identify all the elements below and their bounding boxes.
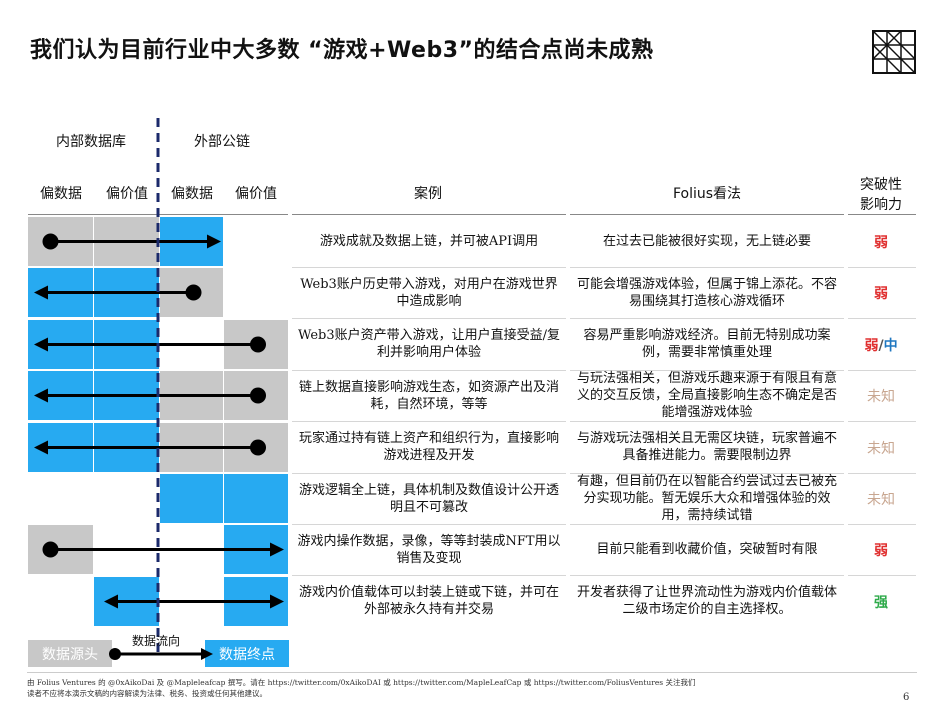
- data-flow-arrow-icon: [42, 541, 284, 558]
- impact-rating-part: 未知: [867, 389, 895, 406]
- row-divider: [292, 267, 566, 268]
- case-text: 玩家通过持有链上资产和组织行为，直接影响游戏进程及开发: [298, 431, 559, 464]
- impact-rating: 未知: [846, 489, 916, 509]
- col-case: 案例: [414, 186, 442, 202]
- case-text: 游戏成就及数据上链，并可被API调用: [319, 234, 539, 249]
- impact-rating-part: 弱: [874, 543, 888, 560]
- header-divider-impact: [848, 214, 916, 215]
- row-divider: [570, 575, 844, 577]
- row-divider: [570, 421, 844, 423]
- row-divider: [848, 267, 916, 268]
- flow-cell-blue: [224, 474, 288, 523]
- col-internal-value: 偏价值: [106, 186, 148, 202]
- col-impact: 突破性 影响力: [846, 175, 916, 215]
- impact-rating-part: 弱: [874, 286, 888, 303]
- row-divider: [292, 369, 566, 371]
- row-divider: [570, 472, 844, 474]
- impact-rating: 弱: [846, 283, 916, 303]
- row-divider: [570, 318, 844, 320]
- row-divider: [848, 472, 916, 474]
- legend-source: 数据源头: [28, 640, 112, 667]
- impact-rating-part: 弱: [874, 235, 888, 251]
- row-divider: [848, 421, 916, 423]
- row-divider: [292, 472, 566, 474]
- impact-rating: 弱/中: [846, 335, 916, 355]
- row-divider: [570, 267, 844, 268]
- legend-flow-label: 数据流向: [132, 634, 181, 648]
- view-text: 有趣，但目前仍在以智能合约尝试过去已被充分实现功能。暂无娱乐大众和增强体验的效用…: [576, 474, 837, 523]
- view-text: 容易严重影响游戏经济。目前无特别成功案例，需要非常慎重处理: [583, 328, 831, 361]
- flow-cell-blue: [160, 474, 223, 523]
- impact-rating-part: 未知: [867, 440, 895, 457]
- data-flow-arrow-icon: [42, 233, 221, 250]
- boundary-dashed-line: [156, 118, 160, 653]
- col-impact-line2: 影响力: [860, 197, 902, 213]
- row-divider: [848, 524, 916, 525]
- impact-rating-part: 中: [883, 337, 898, 354]
- group-external-label: 外部公链: [194, 134, 250, 150]
- legend-end: 数据终点: [205, 640, 289, 667]
- page-title: 我们认为目前行业中大多数 “游戏+Web3”的结合点尚未成熟: [30, 38, 654, 63]
- col-view: Folius看法: [672, 186, 742, 202]
- data-flow-arrow-icon: [34, 439, 266, 456]
- impact-rating-part: /: [878, 337, 884, 354]
- folius-logo-icon: [872, 30, 916, 74]
- row-divider: [292, 524, 566, 525]
- col-external-data: 偏数据: [171, 186, 213, 202]
- impact-rating-part: 未知: [867, 492, 895, 508]
- row-divider: [570, 524, 844, 525]
- view-text: 与玩法强相关，但游戏乐趣来源于有限且有意义的交互反馈，全局直接影响生态不确定是否…: [576, 371, 837, 421]
- page-number: 6: [903, 692, 910, 703]
- footer-line2: 读者不应将本演示文稿的内容解读为法律、税务、投资或任何其他建议。: [27, 689, 267, 698]
- case-text: 游戏内价值载体可以封装上链或下链，并可在外部被永久持有并交易: [298, 585, 559, 618]
- header-divider-view: [570, 214, 844, 215]
- col-internal-data: 偏数据: [40, 186, 82, 202]
- case-text: 链上数据直接影响游戏生态，如资源产出及消耗，自然环境，等等: [298, 379, 559, 412]
- legend-flow-arrow-icon: [109, 648, 213, 660]
- footer-text: 由 Folius Ventures 的 @0xAikoDai 及 @Maplel…: [27, 677, 696, 699]
- row-divider: [292, 421, 566, 423]
- header-divider-case: [292, 214, 566, 215]
- col-external-value: 偏价值: [235, 186, 277, 202]
- impact-rating: 弱: [846, 540, 916, 560]
- impact-rating: 强: [846, 592, 916, 612]
- impact-rating-part: 弱: [864, 337, 879, 354]
- data-flow-arrow-icon: [104, 594, 284, 609]
- footer-divider: [27, 672, 917, 673]
- row-divider: [292, 318, 566, 320]
- impact-rating: 弱: [846, 232, 916, 252]
- case-text: Web3账户历史带入游戏，对用户在游戏世界中造成影响: [300, 276, 558, 309]
- case-text: 游戏内操作数据，录像，等等封装成NFT用以销售及变现: [297, 533, 561, 566]
- group-internal-label: 内部数据库: [56, 134, 126, 150]
- case-text: Web3账户资产带入游戏，让用户直接受益/复利并影响用户体验: [298, 328, 560, 361]
- impact-rating: 未知: [846, 386, 916, 406]
- view-text: 目前只能看到收藏价值，突破暂时有限: [596, 542, 818, 558]
- impact-rating: 未知: [846, 438, 916, 458]
- row-divider: [848, 369, 916, 371]
- case-text: 游戏逻辑全上链，具体机制及数值设计公开透明且不可篡改: [298, 482, 559, 515]
- row-divider: [848, 318, 916, 320]
- row-divider: [570, 369, 844, 371]
- row-divider: [292, 575, 566, 577]
- row-divider: [848, 575, 916, 577]
- data-flow-arrow-icon: [34, 284, 202, 301]
- footer-line1: 由 Folius Ventures 的 @0xAikoDai 及 @Maplel…: [27, 678, 696, 687]
- view-text: 与游戏玩法强相关且无需区块链，玩家普遍不具备推进能力。需要限制边界: [576, 431, 837, 464]
- view-text: 开发者获得了让世界流动性为游戏内价值载体二级市场定价的自主选择权。: [576, 585, 837, 618]
- impact-rating-part: 强: [874, 594, 888, 611]
- view-text: 在过去已能被很好实现，无上链必要: [602, 234, 811, 249]
- col-impact-line1: 突破性: [860, 177, 902, 193]
- data-flow-arrow-icon: [34, 336, 266, 353]
- view-text: 可能会增强游戏体验，但属于锦上添花。不容易围绕其打造核心游戏循环: [576, 276, 837, 309]
- data-flow-arrow-icon: [34, 387, 266, 404]
